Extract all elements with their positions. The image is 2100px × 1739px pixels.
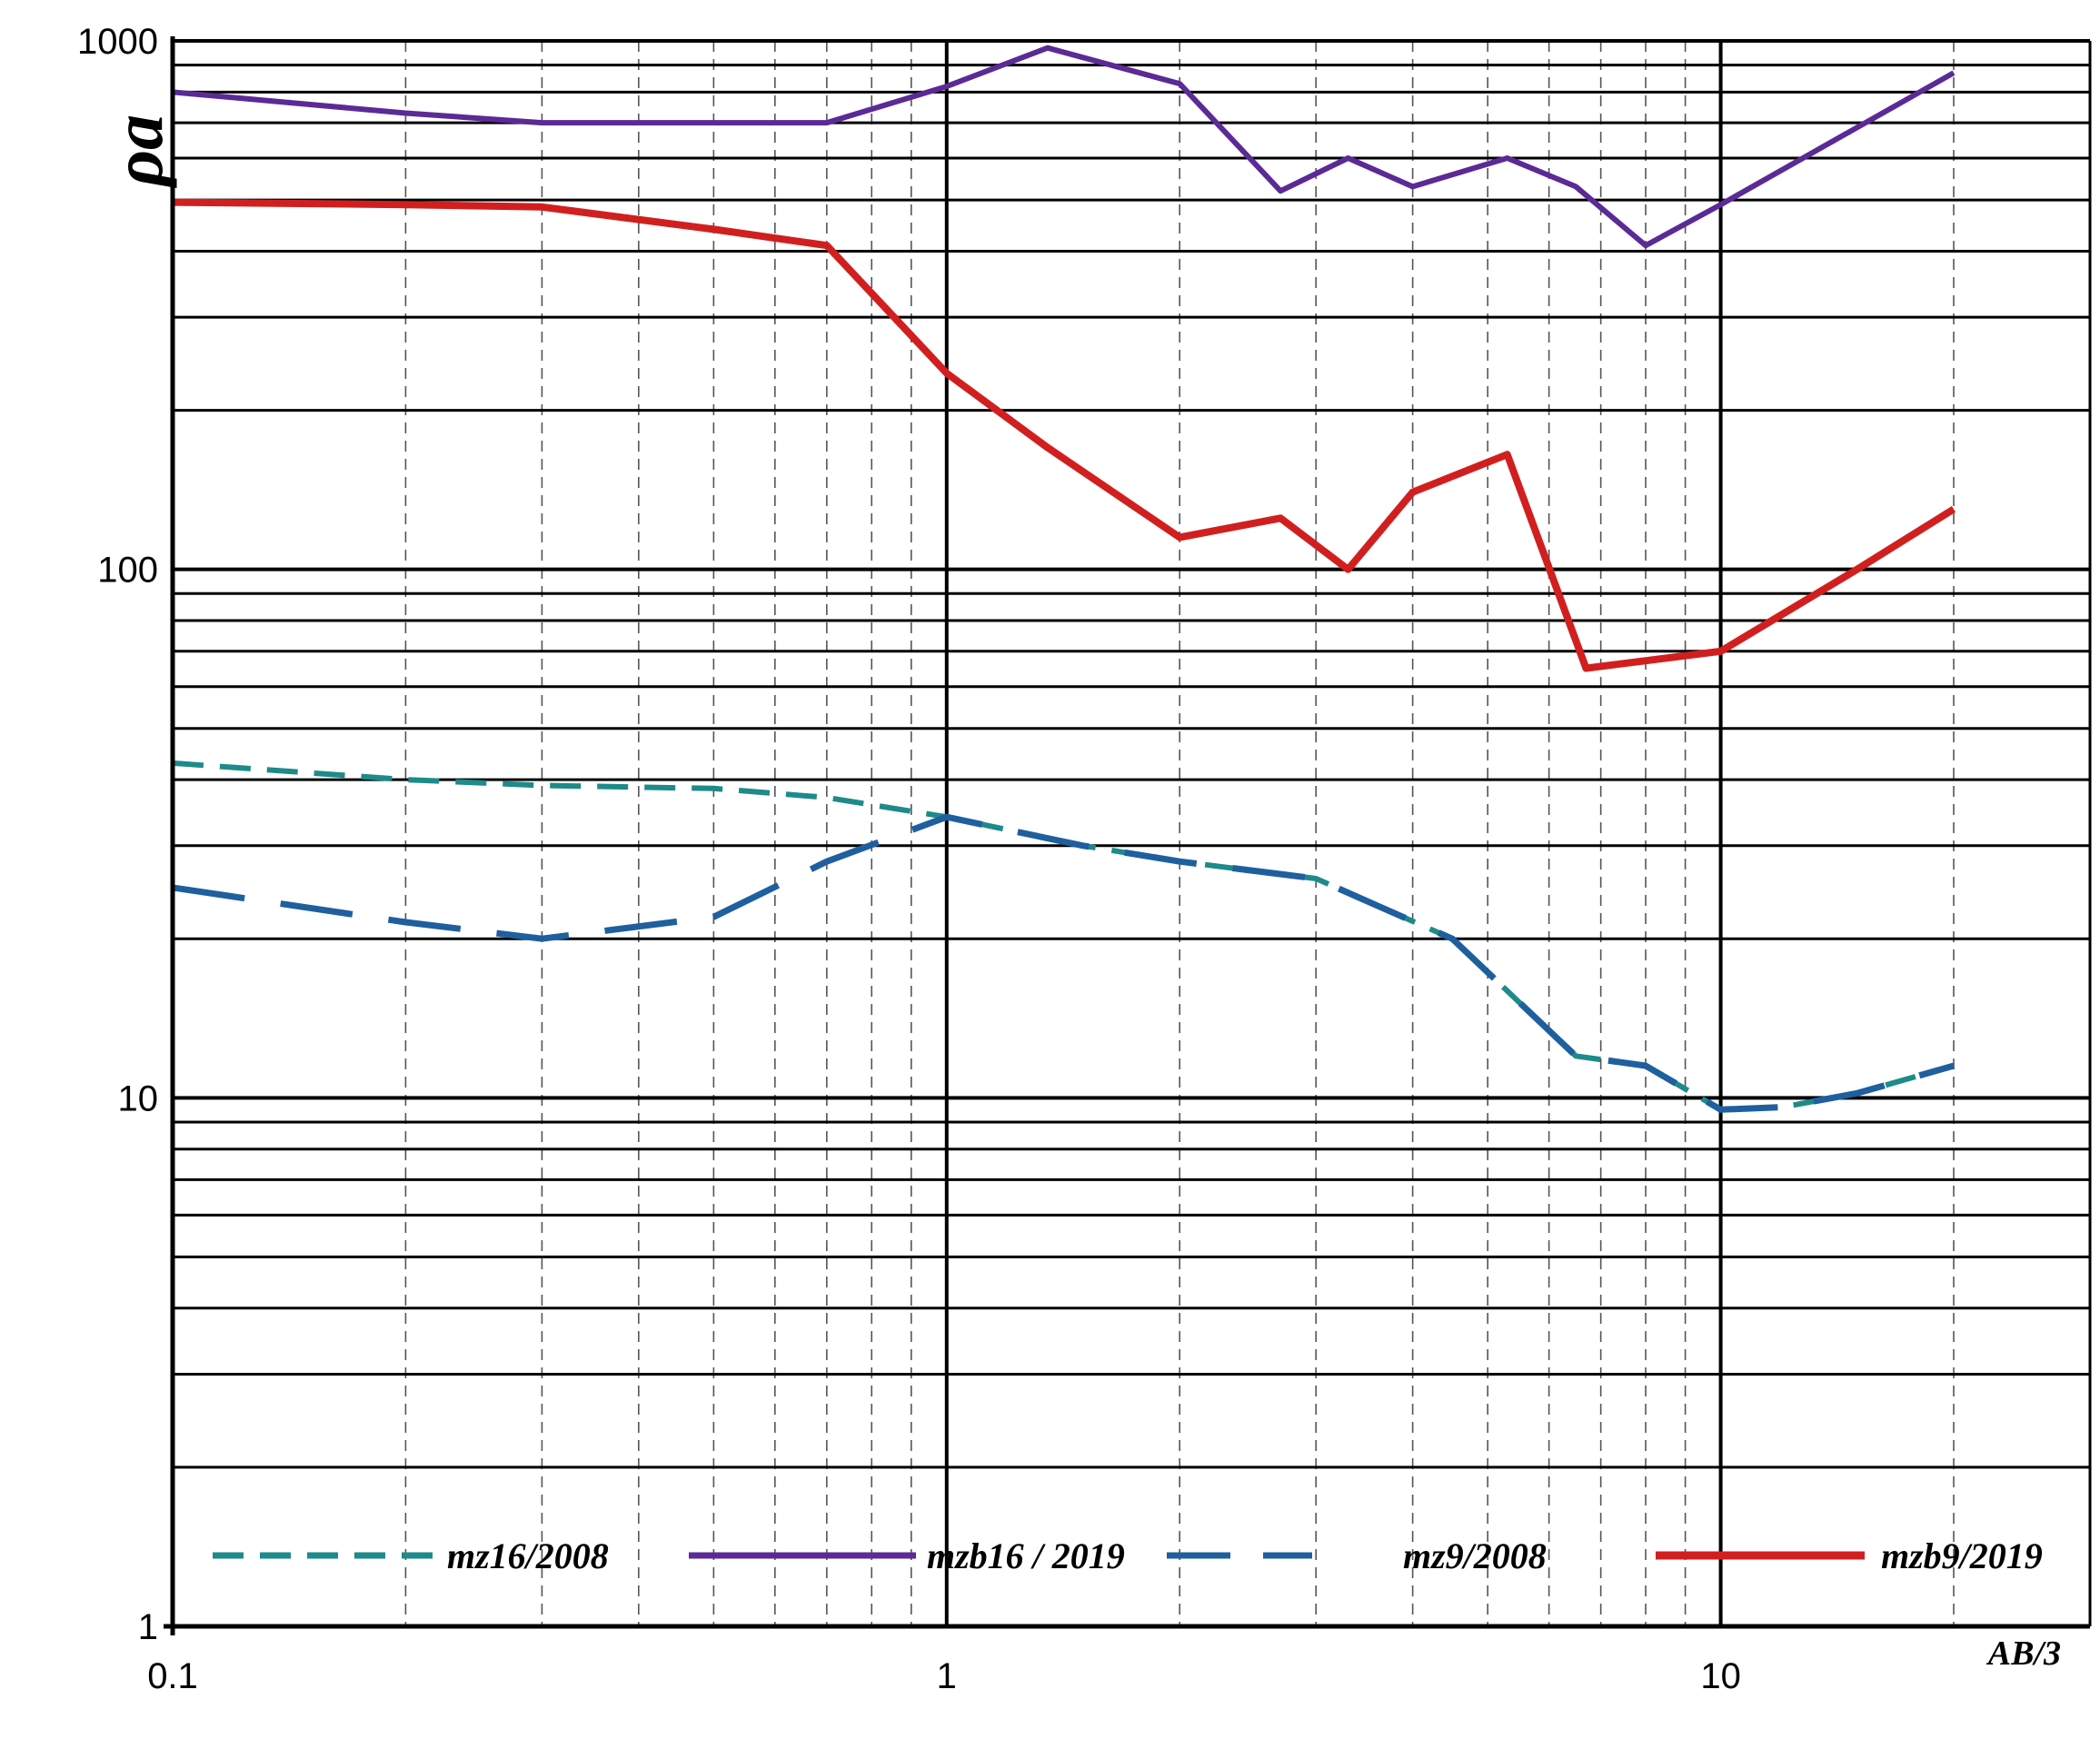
series-line-0	[172, 760, 1955, 1113]
legend-label-1: mzb16 / 2019	[927, 1535, 1125, 1576]
x-tick-label: 0.1	[147, 1656, 198, 1696]
legend-label-2: mz9/2008	[1403, 1535, 1547, 1576]
legend-label-3: mzb9/2019	[1881, 1535, 2043, 1576]
tick-labels: 0.1 1 10 1000 100 10 1	[77, 22, 1741, 1696]
grid	[171, 39, 2092, 1628]
y-tick-label: 1000	[77, 22, 158, 62]
x-axis-label: AB/3	[1986, 1635, 2061, 1673]
series-lines	[172, 45, 1956, 1113]
y-tick-label: 100	[97, 551, 158, 591]
y-tick-label: 1	[138, 1607, 158, 1647]
x-tick-label: 10	[1700, 1656, 1741, 1696]
legend-label-0: mz16/2008	[447, 1535, 609, 1576]
y-tick-label: 10	[118, 1078, 159, 1118]
series-line-2	[172, 813, 1955, 1113]
series-line-3	[172, 198, 1956, 672]
axes	[164, 36, 2090, 1635]
x-tick-label: 1	[937, 1656, 957, 1696]
legend: mz16/2008 mzb16 / 2019 mz9/2008 mzb9/2019	[213, 1535, 2043, 1576]
series-line-1	[172, 45, 1956, 249]
y-axis-label: ρa	[98, 114, 177, 188]
